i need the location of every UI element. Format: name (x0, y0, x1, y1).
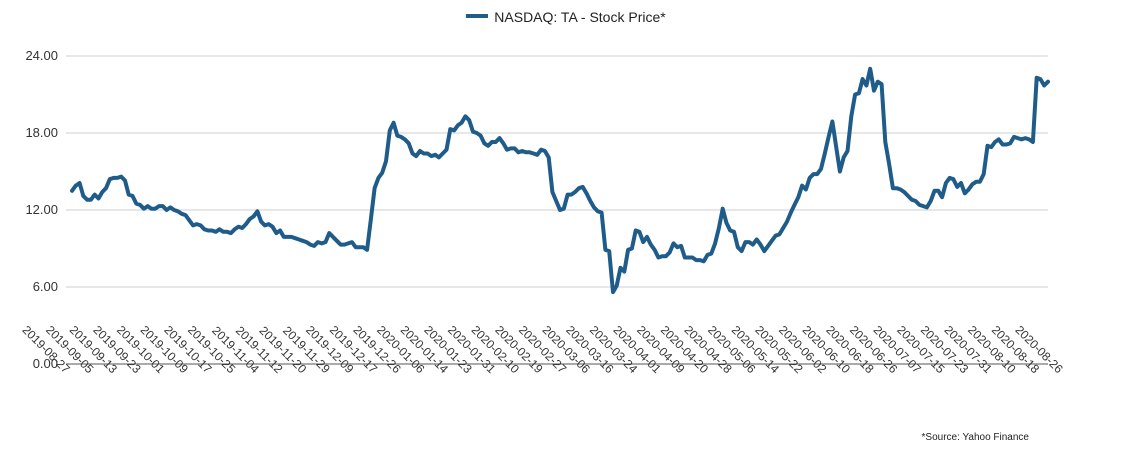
source-footnote: *Source: Yahoo Finance (921, 432, 1029, 443)
y-tick-label: 24.00 (25, 48, 58, 63)
y-tick-label: 6.00 (33, 279, 58, 294)
y-tick-label: 0.00 (33, 356, 58, 371)
chart-legend: NASDAQ: TA - Stock Price* (0, 9, 1132, 25)
y-tick-label: 18.00 (25, 125, 58, 140)
legend-label: NASDAQ: TA - Stock Price* (494, 9, 666, 25)
legend-swatch (466, 14, 489, 19)
series-line-stock-price (70, 66, 1050, 295)
y-tick-label: 12.00 (25, 202, 58, 217)
